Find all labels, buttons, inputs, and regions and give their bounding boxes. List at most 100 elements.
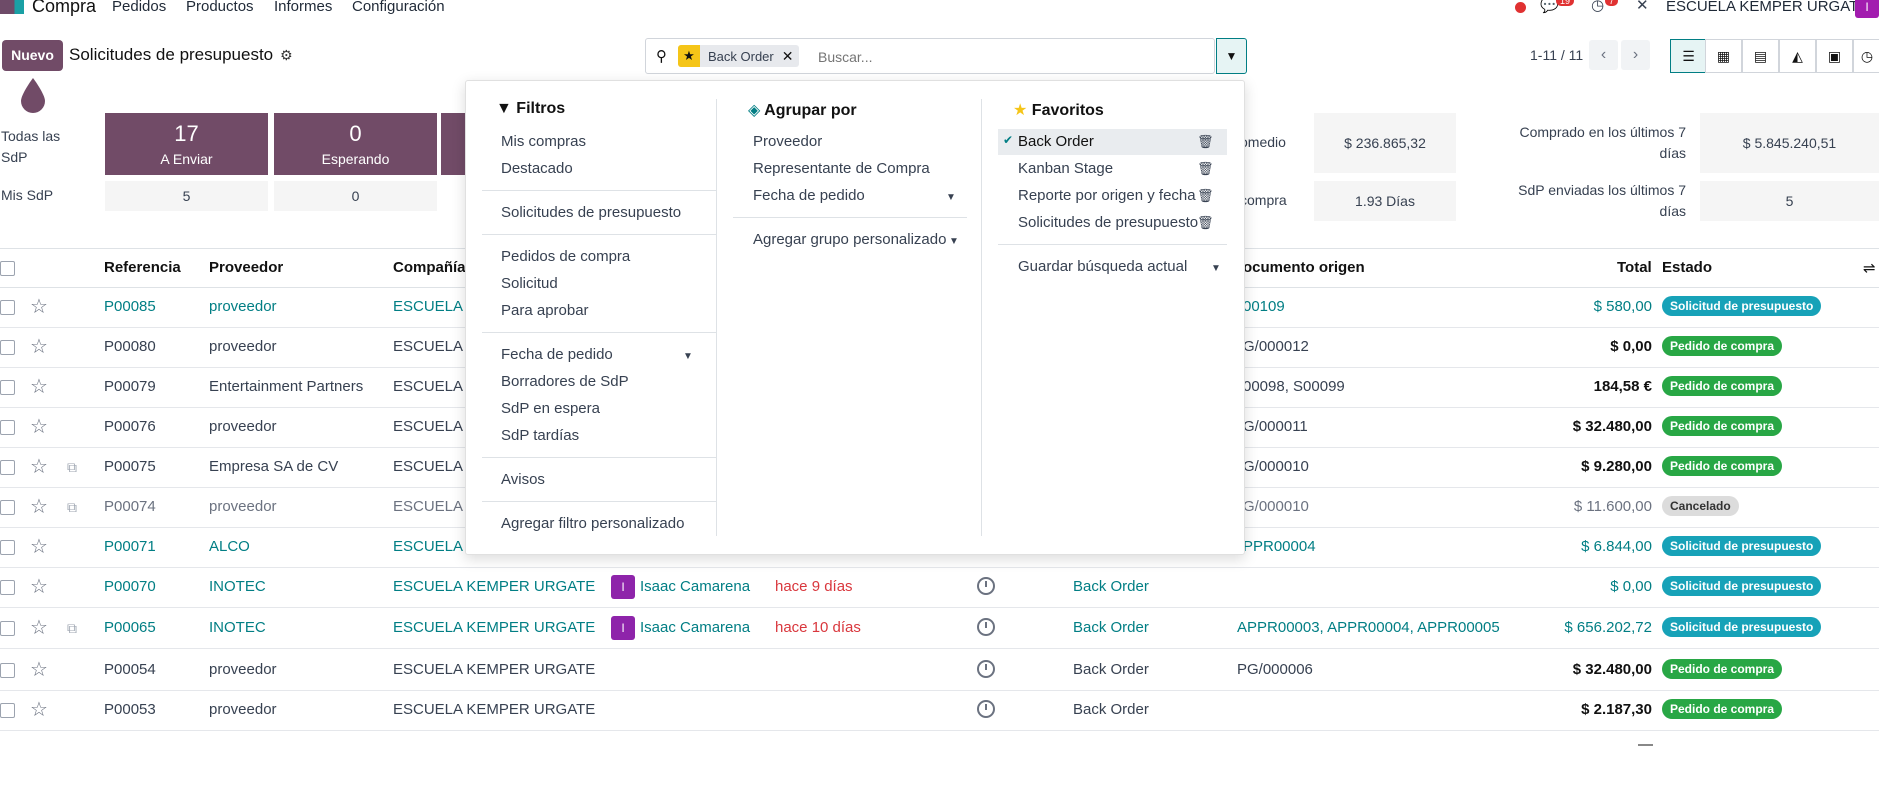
activity-view-icon[interactable]: ◷	[1853, 39, 1879, 73]
calendar-view-icon[interactable]: ▣	[1816, 39, 1853, 73]
filter-to-approve[interactable]: Para aprobar	[501, 302, 589, 319]
kpi-waiting[interactable]: 0 Esperando	[274, 113, 437, 175]
filter-warnings[interactable]: Avisos	[501, 471, 545, 488]
clock-icon[interactable]	[977, 577, 995, 595]
star-icon[interactable]: ☆	[30, 496, 48, 518]
row-reference[interactable]: P00085	[104, 298, 156, 315]
row-checkbox[interactable]	[0, 380, 15, 395]
groupby-vendor[interactable]: Proveedor	[753, 133, 823, 150]
pivot-view-icon[interactable]: ▤	[1742, 39, 1779, 73]
table-row[interactable]: ☆ P00053 proveedor ESCUELA KEMPER URGATE Bac…	[0, 690, 1879, 731]
favorite-rfq[interactable]: Solicitudes de presupuesto	[1018, 214, 1199, 231]
table-row[interactable]: ☆ P00070 INOTEC ESCUELA KEMPER URGATE I Isaac…	[0, 567, 1879, 608]
search-facet[interactable]: ★ Back Order ✕	[678, 45, 800, 67]
user-avatar[interactable]: I	[611, 575, 635, 599]
col-source-document[interactable]: ocumento origen	[1243, 259, 1365, 276]
new-button[interactable]: Nuevo	[2, 40, 63, 71]
row-checkbox[interactable]	[0, 703, 15, 718]
remove-facet-icon[interactable]: ✕	[781, 47, 794, 64]
caret-down-icon[interactable]: ▼	[949, 236, 959, 247]
groupby-buyer[interactable]: Representante de Compra	[753, 160, 930, 177]
star-icon[interactable]: ☆	[30, 699, 48, 721]
star-icon[interactable]: ☆	[30, 336, 48, 358]
clock-icon[interactable]	[977, 660, 995, 678]
row-checkbox[interactable]	[0, 460, 15, 475]
filter-rfq-waiting[interactable]: SdP en espera	[501, 400, 600, 417]
row-checkbox[interactable]	[0, 420, 15, 435]
row-reference[interactable]: P00054	[104, 661, 156, 678]
caret-down-icon[interactable]: ▼	[946, 192, 956, 203]
col-reference[interactable]: Referencia	[104, 259, 181, 276]
star-icon[interactable]: ☆	[30, 376, 48, 398]
row-checkbox[interactable]	[0, 340, 15, 355]
pager-previous-button[interactable]: ‹	[1589, 40, 1618, 70]
messages-icon[interactable]: 💬	[1540, 0, 1559, 14]
add-custom-filter[interactable]: Agregar filtro personalizado	[501, 515, 685, 532]
search-input[interactable]	[816, 45, 1200, 69]
graph-view-icon[interactable]: ◭	[1779, 39, 1816, 73]
col-company[interactable]: Compañía	[393, 259, 466, 276]
attachment-icon[interactable]: ⧉	[67, 459, 77, 475]
list-view-icon[interactable]: ☰	[1670, 39, 1707, 73]
user-avatar[interactable]: I	[611, 616, 635, 640]
filter-order-date[interactable]: Fecha de pedido	[501, 346, 613, 363]
favorite-back-order[interactable]: Back Order	[1018, 133, 1094, 150]
row-checkbox[interactable]	[0, 500, 15, 515]
row-checkbox[interactable]	[0, 540, 15, 555]
table-row[interactable]: ☆ P00054 proveedor ESCUELA KEMPER URGATE Bac…	[0, 650, 1879, 691]
row-reference[interactable]: P00075	[104, 458, 156, 475]
filter-rfq-drafts[interactable]: Borradores de SdP	[501, 373, 629, 390]
row-buyer[interactable]: Isaac Camarena	[640, 578, 751, 595]
company-switcher[interactable]: ESCUELA KEMPER URGATE	[1666, 0, 1869, 15]
caret-down-icon[interactable]: ▼	[683, 351, 693, 362]
column-settings-icon[interactable]: ⇌	[1863, 260, 1876, 277]
star-icon[interactable]: ☆	[30, 536, 48, 558]
menu-configuracion[interactable]: Configuración	[352, 0, 445, 15]
select-all-checkbox[interactable]	[0, 261, 15, 276]
star-icon[interactable]: ☆	[30, 576, 48, 598]
row-reference[interactable]: P00053	[104, 701, 156, 718]
trash-icon[interactable]: 🗑	[1197, 161, 1214, 176]
star-icon[interactable]: ☆	[30, 456, 48, 478]
filter-starred[interactable]: Destacado	[501, 160, 573, 177]
clock-icon[interactable]	[977, 700, 995, 718]
star-icon[interactable]: ☆	[30, 296, 48, 318]
row-reference[interactable]: P00074	[104, 498, 156, 515]
save-current-search[interactable]: Guardar búsqueda actual	[1018, 258, 1188, 275]
filter-rfq-late[interactable]: SdP tardías	[501, 427, 580, 444]
attachment-icon[interactable]: ⧉	[67, 499, 77, 515]
row-checkbox[interactable]	[0, 621, 15, 636]
caret-down-icon[interactable]: ▼	[1211, 263, 1221, 274]
row-checkbox[interactable]	[0, 663, 15, 678]
kpi-to-send[interactable]: 17 A Enviar	[105, 113, 268, 175]
search-options-toggle[interactable]: ▼	[1216, 38, 1247, 74]
kanban-view-icon[interactable]: ▦	[1705, 39, 1742, 73]
table-row[interactable]: ☆ ⧉ P00065 INOTEC ESCUELA KEMPER URGATE I Isaa…	[0, 608, 1879, 649]
add-custom-group[interactable]: Agregar grupo personalizado	[753, 231, 947, 248]
row-reference[interactable]: P00070	[104, 578, 156, 595]
user-avatar[interactable]: I	[1855, 0, 1879, 18]
row-checkbox[interactable]	[0, 300, 15, 315]
row-reference[interactable]: P00071	[104, 538, 156, 555]
trash-icon[interactable]: 🗑	[1197, 215, 1214, 230]
star-icon[interactable]: ☆	[30, 617, 48, 639]
menu-informes[interactable]: Informes	[274, 0, 333, 15]
clock-icon[interactable]	[977, 618, 995, 636]
attachment-icon[interactable]: ⧉	[67, 620, 77, 636]
filter-my-purchases[interactable]: Mis compras	[501, 133, 587, 150]
pager-next-button[interactable]: ›	[1621, 40, 1650, 70]
filter-request[interactable]: Solicitud	[501, 275, 558, 292]
trash-icon[interactable]: 🗑	[1197, 188, 1214, 203]
col-vendor[interactable]: Proveedor	[209, 259, 284, 276]
search-bar[interactable]: ⚲ ★ Back Order ✕	[645, 38, 1215, 74]
row-reference[interactable]: P00065	[104, 619, 156, 636]
my-kpi-waiting[interactable]: 0	[274, 181, 437, 211]
menu-pedidos[interactable]: Pedidos	[112, 0, 167, 15]
app-brand[interactable]: Compra	[0, 0, 96, 17]
table-row[interactable]: ☆ P00071 ALCO ESCUELA K PPR00004 $ 6.844,00 So…	[0, 527, 1879, 568]
row-checkbox[interactable]	[0, 580, 15, 595]
star-icon[interactable]: ☆	[30, 659, 48, 681]
groupby-order-date[interactable]: Fecha de pedido	[753, 187, 865, 204]
row-buyer[interactable]: Isaac Camarena	[640, 619, 751, 636]
col-total[interactable]: Total	[1617, 259, 1652, 276]
